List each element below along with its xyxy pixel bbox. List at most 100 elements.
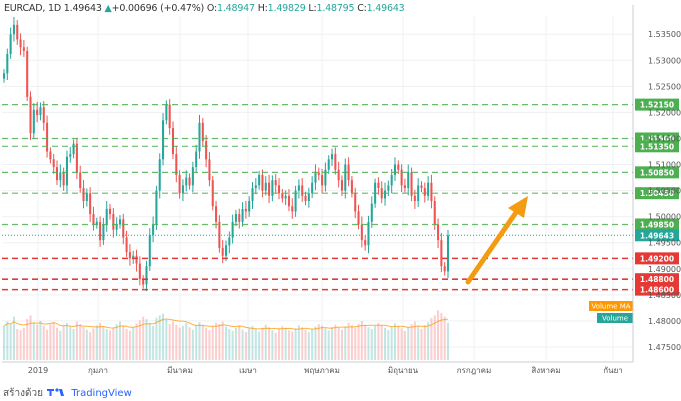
volume-bar xyxy=(142,316,145,360)
volume-bar xyxy=(347,322,350,360)
volume-bar xyxy=(238,325,241,360)
candle-body xyxy=(39,107,42,116)
candle-body xyxy=(215,206,218,222)
volume-bar xyxy=(281,325,284,360)
candle-body xyxy=(440,240,443,267)
volume-bar xyxy=(244,332,247,360)
symbol-name[interactable]: EURCAD xyxy=(4,3,43,14)
volume-bar xyxy=(215,322,218,360)
candle-body xyxy=(397,164,400,170)
candle-body xyxy=(311,182,314,194)
volume-bar xyxy=(334,324,337,360)
candle-body xyxy=(115,224,118,230)
candle-body xyxy=(135,255,138,264)
low-value: 1.48795 xyxy=(316,3,355,14)
candle-body xyxy=(218,221,221,248)
volume-bar xyxy=(102,326,105,360)
footer-text: สร้างด้วย xyxy=(3,388,43,399)
candle-body xyxy=(195,151,198,168)
candle-body xyxy=(201,122,204,142)
volume-bar xyxy=(430,317,433,360)
volume-bar xyxy=(65,322,68,360)
volume-bar xyxy=(410,324,413,360)
volume-bar xyxy=(181,325,184,360)
volume-bar xyxy=(85,329,88,360)
candle-body xyxy=(344,164,347,191)
indicator-label: Volume xyxy=(602,315,628,323)
level-price-tag xyxy=(635,166,679,179)
volume-bar xyxy=(122,325,125,360)
level-price-label: 1.48800 xyxy=(640,275,674,284)
volume-bar xyxy=(92,328,95,360)
candle-body xyxy=(334,154,337,170)
volume-bar xyxy=(6,321,9,360)
volume-bar xyxy=(387,330,390,360)
candle-body xyxy=(410,172,413,196)
level-price-tag xyxy=(635,283,679,296)
volume-bar xyxy=(370,329,373,360)
level-price-tag xyxy=(635,218,679,231)
volume-bar xyxy=(125,329,128,360)
volume-bar xyxy=(42,325,45,360)
candle-body xyxy=(403,185,406,188)
volume-bar xyxy=(248,328,251,360)
candle-body xyxy=(327,159,330,170)
candle-body xyxy=(387,185,390,191)
volume-bar xyxy=(188,327,191,360)
level-price-label: 1.49200 xyxy=(640,254,674,263)
open-value: 1.48947 xyxy=(216,3,255,14)
volume-bar xyxy=(307,332,310,360)
candle-body xyxy=(244,208,247,212)
candle-body xyxy=(32,109,35,134)
volume-bar xyxy=(397,325,400,360)
y-tick-label: 1.49000 xyxy=(648,265,681,274)
volume-bar xyxy=(360,320,363,360)
symbol-header: EURCAD, 1D 1.49643 ▲+0.00696 (+0.47%) O:… xyxy=(4,3,405,14)
volume-bar xyxy=(324,328,327,360)
candle-body xyxy=(152,224,155,235)
volume-bar xyxy=(228,329,231,360)
volume-bar xyxy=(89,332,92,360)
candle-body xyxy=(284,195,287,199)
volume-bar xyxy=(82,327,85,360)
volume-ma-line xyxy=(3,318,449,330)
candle-body xyxy=(261,174,264,191)
level-price-label: 1.48600 xyxy=(640,286,674,295)
close-value: 1.49643 xyxy=(366,3,405,14)
grid-lines xyxy=(2,16,633,360)
candle-body xyxy=(337,169,340,181)
indicator-label: Volume MA xyxy=(591,303,630,311)
volume-bar xyxy=(105,329,108,360)
candle-body xyxy=(188,177,191,186)
volume-bar xyxy=(72,329,75,360)
candle-body xyxy=(238,214,241,222)
volume-bar xyxy=(12,316,15,360)
candle-body xyxy=(36,109,39,116)
candle-body xyxy=(301,185,304,196)
volume-bar xyxy=(46,329,49,360)
candle-body xyxy=(340,180,343,191)
candle-body xyxy=(443,266,446,272)
interval-label[interactable]: 1D xyxy=(47,3,61,14)
candle-body xyxy=(52,159,55,168)
volume-bar xyxy=(413,321,416,360)
candle-body xyxy=(297,185,300,191)
tradingview-brand[interactable]: TradingView xyxy=(71,388,132,399)
candle-body xyxy=(241,208,244,222)
volume-bar xyxy=(294,328,297,360)
level-price-label: 1.50850 xyxy=(640,168,674,177)
y-tick-label: 1.53500 xyxy=(648,30,681,39)
candle-body xyxy=(16,24,19,40)
candle-body xyxy=(162,120,165,160)
volume-bar xyxy=(297,325,300,360)
volume-bar xyxy=(304,329,307,360)
y-tick-label: 1.52000 xyxy=(648,108,681,117)
volume-bar xyxy=(437,310,440,360)
y-tick-label: 1.52500 xyxy=(648,82,681,91)
volume-bar xyxy=(268,327,271,360)
volume-bar xyxy=(301,327,304,360)
candle-body xyxy=(281,193,284,199)
price-change: +0.00696 (+0.47%) xyxy=(111,3,205,14)
